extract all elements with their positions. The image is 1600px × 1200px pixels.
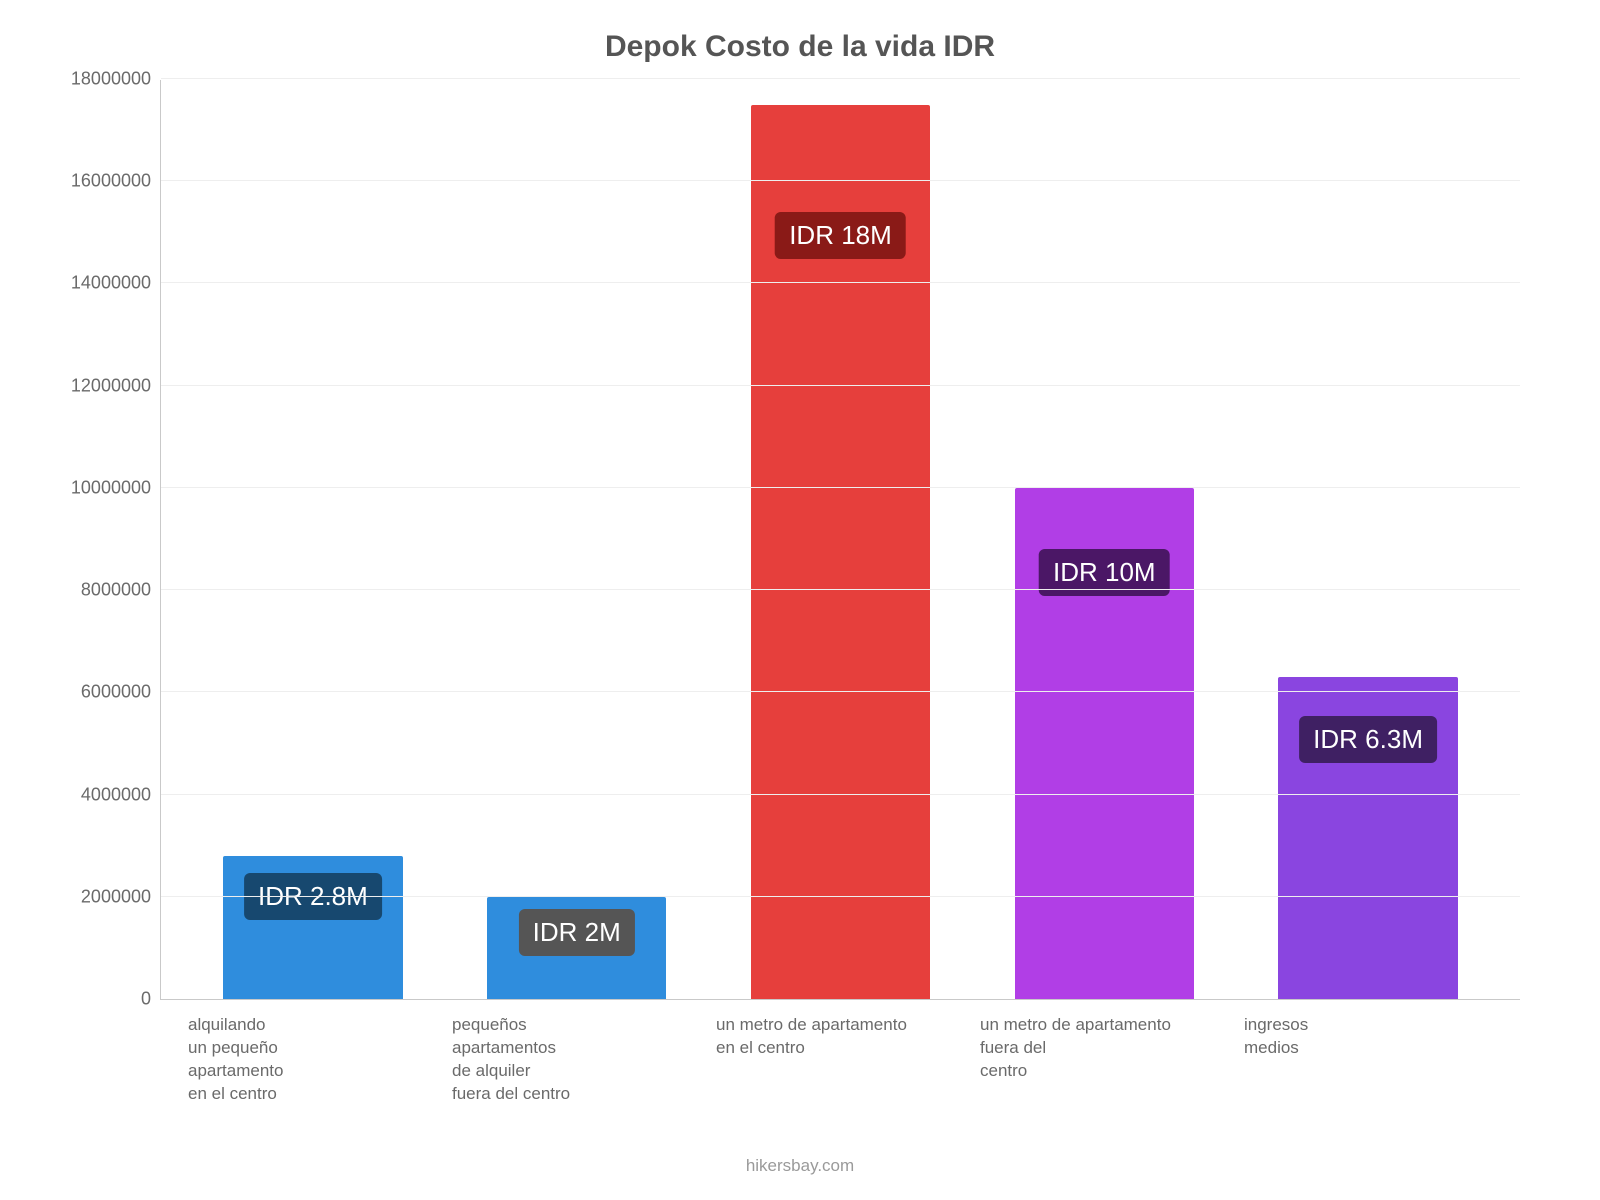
bar-slot: IDR 2M (445, 80, 709, 999)
bar-slot: IDR 18M (709, 80, 973, 999)
bar: IDR 18M (751, 105, 930, 999)
gridline (161, 487, 1520, 488)
chart-title: Depok Costo de la vida IDR (40, 30, 1560, 64)
y-tick-label: 12000000 (71, 375, 161, 396)
gridline (161, 282, 1520, 283)
gridline (161, 998, 1520, 999)
bar: IDR 2M (487, 897, 666, 999)
bar-slot: IDR 6.3M (1236, 80, 1500, 999)
y-tick-label: 18000000 (71, 69, 161, 90)
bar: IDR 2.8M (223, 856, 402, 999)
y-tick-label: 4000000 (81, 784, 161, 805)
bars-layer: IDR 2.8M IDR 2M IDR 18M IDR 10M IDR 6.3M (161, 80, 1520, 999)
chart-container: Depok Costo de la vida IDR IDR 2.8MIDR 2… (0, 0, 1600, 1200)
gridline (161, 180, 1520, 181)
bar-value-badge: IDR 6.3M (1299, 716, 1437, 763)
y-tick-label: 10000000 (71, 477, 161, 498)
gridline (161, 78, 1520, 79)
y-tick-label: 16000000 (71, 171, 161, 192)
gridline (161, 896, 1520, 897)
plot-area: IDR 2.8MIDR 2MIDR 18MIDR 10MIDR 6.3M 020… (160, 80, 1520, 1000)
bar-slot: IDR 10M (972, 80, 1236, 999)
attribution-text: hikersbay.com (0, 1156, 1600, 1176)
bar: IDR 10M (1015, 488, 1194, 999)
bar-value-badge: IDR 2M (519, 909, 635, 956)
bar: IDR 6.3M (1278, 677, 1457, 999)
y-tick-label: 14000000 (71, 273, 161, 294)
y-tick-label: 0 (141, 989, 161, 1010)
gridline (161, 691, 1520, 692)
x-tick-label: ingresosmedios (1236, 1014, 1500, 1106)
x-axis-labels: alquilandoun pequeñoapartamentoen el cen… (160, 1000, 1520, 1106)
gridline (161, 589, 1520, 590)
gridline (161, 385, 1520, 386)
x-tick-label: un metro de apartamentofuera delcentro (972, 1014, 1236, 1106)
x-tick-label: un metro de apartamentoen el centro (708, 1014, 972, 1106)
y-tick-label: 8000000 (81, 580, 161, 601)
x-tick-label: pequeñosapartamentosde alquilerfuera del… (444, 1014, 708, 1106)
bar-value-badge: IDR 18M (775, 212, 906, 259)
gridline (161, 794, 1520, 795)
x-tick-label: alquilandoun pequeñoapartamentoen el cen… (180, 1014, 444, 1106)
y-tick-label: 2000000 (81, 886, 161, 907)
bar-slot: IDR 2.8M (181, 80, 445, 999)
y-tick-label: 6000000 (81, 682, 161, 703)
